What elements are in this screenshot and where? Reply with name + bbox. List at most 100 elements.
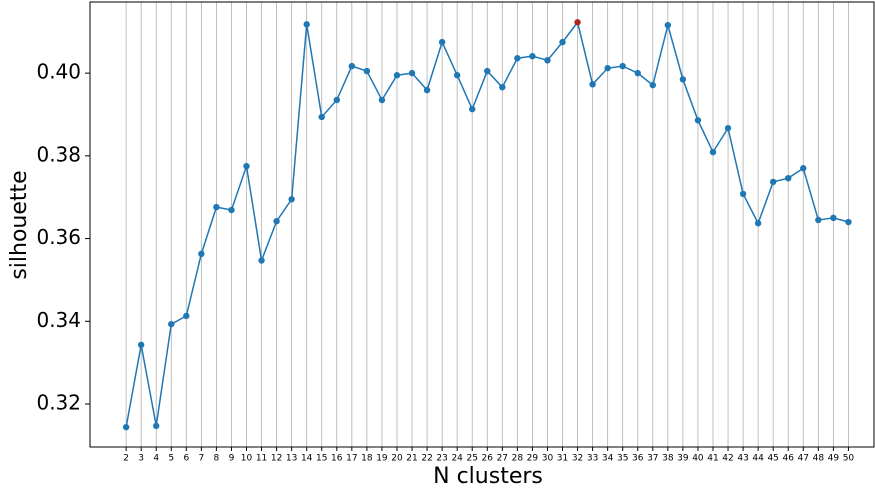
x-tick-label: 10 bbox=[241, 454, 253, 464]
data-point bbox=[574, 19, 581, 26]
data-point bbox=[694, 117, 702, 124]
data-point bbox=[303, 21, 310, 28]
x-tick-label: 49 bbox=[828, 454, 840, 464]
data-point bbox=[544, 57, 551, 64]
data-point bbox=[634, 69, 641, 77]
x-tick-label: 44 bbox=[752, 454, 764, 464]
y-tick-label: 0.34 bbox=[36, 308, 81, 332]
x-tick-label: 34 bbox=[602, 454, 614, 464]
x-tick-label: 23 bbox=[436, 454, 447, 464]
x-tick-label: 26 bbox=[482, 454, 494, 464]
data-point bbox=[122, 423, 130, 431]
x-tick-label: 4 bbox=[153, 454, 159, 464]
x-tick-label: 42 bbox=[722, 454, 733, 464]
data-point bbox=[514, 55, 521, 62]
x-tick-label: 14 bbox=[301, 454, 313, 464]
data-point bbox=[709, 148, 717, 156]
data-point bbox=[288, 196, 295, 203]
data-point bbox=[785, 174, 792, 182]
data-point bbox=[393, 72, 401, 79]
data-point bbox=[724, 124, 732, 132]
x-tick-label: 35 bbox=[617, 454, 628, 464]
x-tick-label: 33 bbox=[587, 454, 598, 464]
x-tick-label: 16 bbox=[331, 454, 343, 464]
x-tick-label: 8 bbox=[214, 454, 220, 464]
x-tick-label: 43 bbox=[737, 454, 748, 464]
x-tick-label: 9 bbox=[229, 454, 235, 464]
data-point bbox=[830, 214, 837, 222]
data-point bbox=[363, 67, 371, 75]
x-tick-label: 5 bbox=[168, 454, 174, 464]
x-tick-label: 2 bbox=[123, 454, 129, 464]
x-tick-label: 37 bbox=[647, 454, 658, 464]
data-point bbox=[273, 217, 280, 225]
x-tick-label: 6 bbox=[183, 454, 189, 464]
data-point bbox=[333, 96, 340, 104]
x-tick-label: 29 bbox=[527, 454, 539, 464]
y-tick-label: 0.32 bbox=[36, 390, 81, 414]
data-point bbox=[168, 320, 175, 328]
x-tick-label: 47 bbox=[798, 454, 809, 464]
data-point bbox=[559, 38, 566, 46]
x-tick-label: 15 bbox=[316, 454, 327, 464]
plot-frame bbox=[89, 1, 875, 448]
x-tick-label: 38 bbox=[662, 454, 674, 464]
data-point bbox=[258, 257, 265, 264]
y-axis-label: silhouette bbox=[7, 170, 32, 279]
x-tick-label: 13 bbox=[286, 454, 297, 464]
data-point bbox=[619, 62, 626, 70]
data-point bbox=[529, 52, 536, 60]
x-tick-label: 50 bbox=[843, 454, 855, 464]
data-point bbox=[664, 21, 672, 29]
data-point bbox=[243, 162, 250, 170]
data-point bbox=[153, 422, 160, 430]
x-tick-label: 27 bbox=[497, 454, 508, 464]
data-point bbox=[499, 83, 506, 91]
x-tick-label: 22 bbox=[421, 454, 432, 464]
data-point bbox=[649, 81, 656, 89]
data-point bbox=[438, 38, 446, 46]
x-tick-label: 28 bbox=[512, 454, 524, 464]
x-tick-label: 39 bbox=[677, 454, 689, 464]
y-tick-label: 0.38 bbox=[36, 142, 81, 166]
data-point bbox=[815, 216, 822, 224]
data-point bbox=[739, 190, 747, 198]
data-point bbox=[589, 81, 596, 88]
data-point bbox=[800, 165, 807, 172]
x-axis-label: N clusters bbox=[433, 464, 543, 489]
x-tick-label: 45 bbox=[767, 454, 778, 464]
x-tick-label: 41 bbox=[707, 454, 718, 464]
data-point bbox=[423, 86, 431, 94]
x-tick-label: 31 bbox=[557, 454, 568, 464]
x-tick-label: 32 bbox=[572, 454, 583, 464]
data-point bbox=[453, 72, 461, 79]
x-tick-label: 25 bbox=[466, 454, 477, 464]
data-point bbox=[183, 312, 190, 320]
x-tick-label: 11 bbox=[256, 454, 267, 464]
data-point bbox=[408, 69, 416, 77]
data-point bbox=[769, 178, 777, 186]
data-point bbox=[469, 105, 476, 113]
data-point bbox=[754, 220, 762, 227]
x-tick-label: 17 bbox=[346, 454, 357, 464]
x-tick-label: 12 bbox=[271, 454, 282, 464]
x-tick-label: 21 bbox=[406, 454, 417, 464]
x-tick-label: 20 bbox=[391, 454, 403, 464]
data-point bbox=[318, 113, 325, 121]
x-tick-label: 7 bbox=[198, 454, 204, 464]
y-tick-label: 0.36 bbox=[36, 225, 81, 249]
data-point bbox=[484, 67, 491, 75]
data-point bbox=[137, 341, 145, 349]
x-tick-label: 30 bbox=[542, 454, 554, 464]
data-point bbox=[198, 250, 205, 258]
data-point bbox=[679, 76, 687, 83]
x-tick-label: 3 bbox=[138, 454, 144, 464]
y-tick-label: 0.40 bbox=[36, 60, 81, 84]
data-point bbox=[228, 206, 235, 214]
data-point bbox=[348, 62, 356, 70]
data-point bbox=[213, 203, 220, 211]
data-point bbox=[604, 64, 611, 72]
x-tick-label: 24 bbox=[451, 454, 463, 464]
data-point bbox=[845, 218, 852, 226]
